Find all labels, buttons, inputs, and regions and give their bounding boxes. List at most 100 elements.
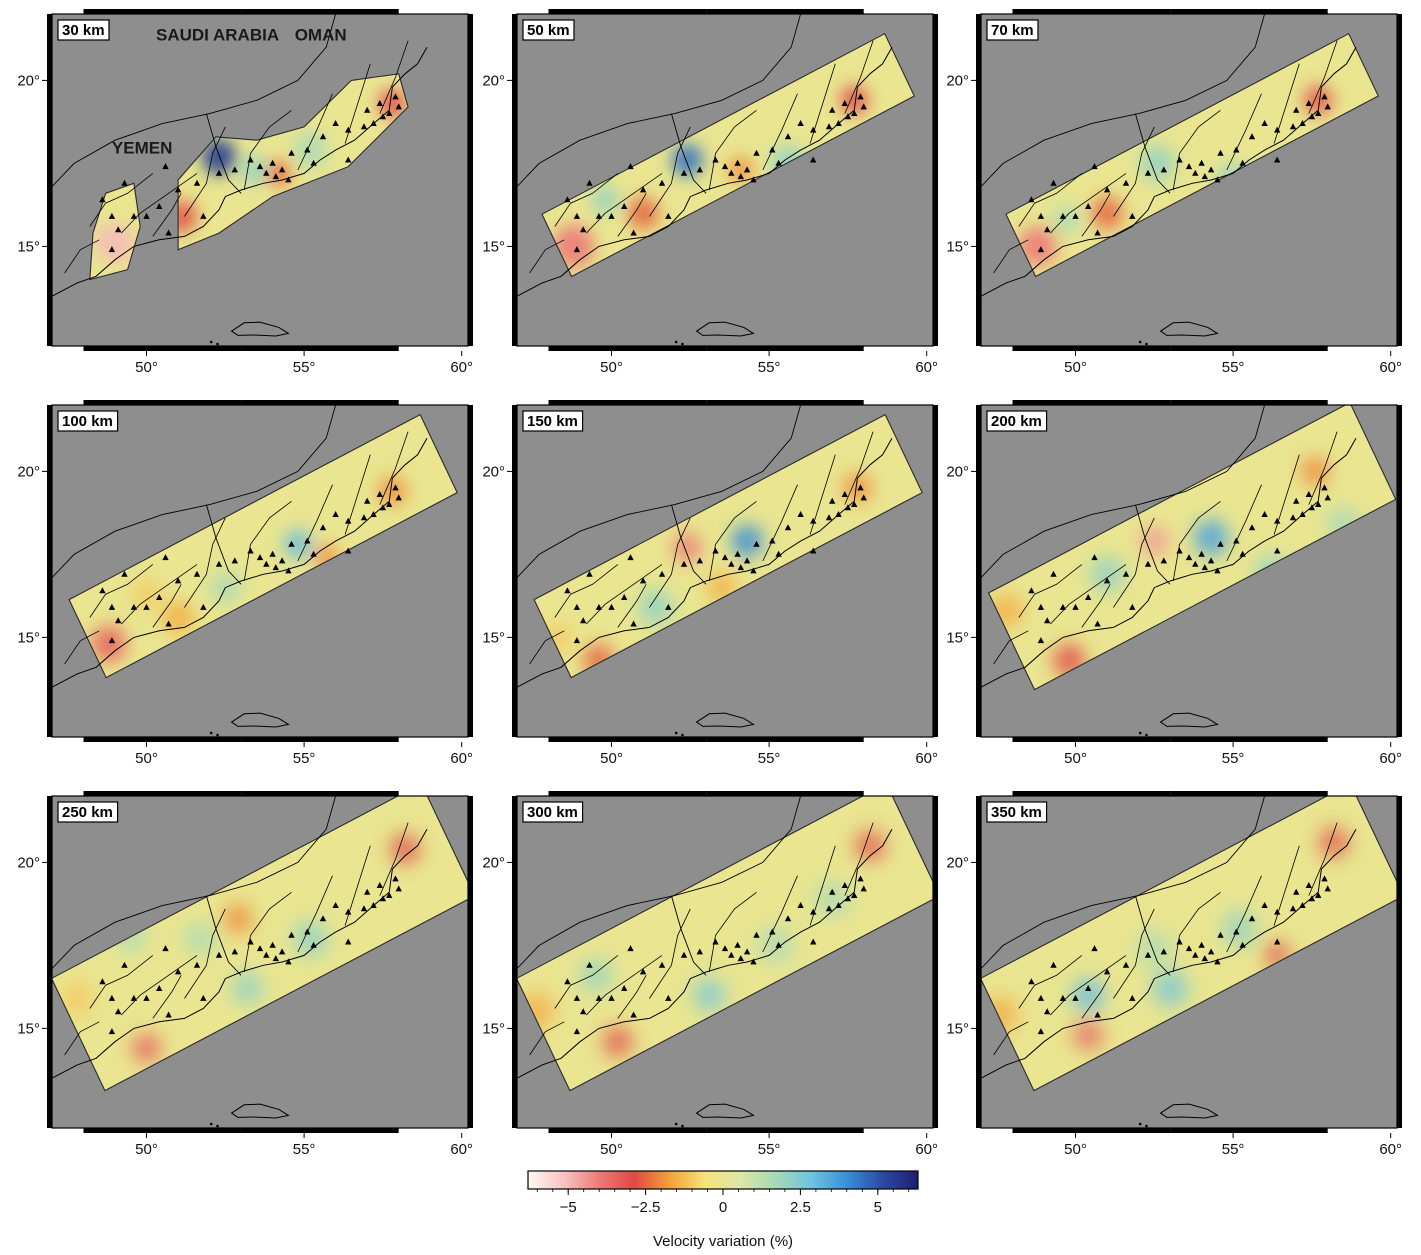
velocity-anomaly [856,831,884,861]
border-line [205,895,242,976]
station-triangle-icon [1239,941,1246,948]
depth-label-box [522,410,584,432]
frame-segment [1012,9,1171,14]
station-triangle-icon [108,212,116,219]
station-triangle-icon [1059,603,1067,610]
border-line [670,895,707,976]
frame-segment [548,346,707,351]
velocity-anomaly [731,524,763,558]
wadi-line [1172,891,1221,973]
station-triangle-icon [379,113,387,120]
station-triangle-icon [712,938,719,945]
wadi-line [297,484,333,562]
station-triangle-icon [345,908,352,915]
station-triangle-icon [174,968,182,975]
frame-segment [241,737,399,742]
station-triangle-icon [386,892,393,898]
coastline [52,828,428,1079]
station-triangle-icon [810,908,817,915]
depth-label: 30 km [62,22,105,39]
study-domain-outline [981,796,1397,1092]
station-triangle-icon [1308,113,1316,120]
station-triangle-icon [753,540,760,547]
velocity-anomaly [1137,930,1172,967]
station-triangle-icon [829,106,836,113]
study-domain-outline [517,796,933,1092]
station-triangle-icon [665,994,672,1001]
island [695,712,755,728]
station-triangle-icon [319,133,327,140]
border-line [670,113,707,194]
station-triangle-icon [99,978,106,985]
map-area [517,796,933,1128]
station-triangle-icon [1192,951,1199,958]
station-triangle-icon [784,133,792,140]
wadi-line [708,891,757,973]
station-triangle-icon [231,557,238,564]
frame-segment [706,791,864,796]
frame-segment [1170,1128,1328,1133]
station-triangle-icon [1233,928,1240,935]
station-triangle-icon [573,637,581,644]
station-triangle-icon [627,163,634,170]
station-triangle-icon [1198,550,1205,557]
wadi-line [379,431,409,505]
station-triangle-icon [775,159,782,166]
wadi-line [121,955,198,1016]
coastline [981,46,1357,297]
station-triangle-icon [860,494,867,501]
wadi-line [586,564,663,625]
station-triangle-icon [256,945,264,952]
wadi-line [1081,975,1111,1019]
station-triangle-icon [1217,540,1224,547]
wadi-line [617,975,647,1019]
station-triangle-icon [712,547,719,554]
wadi-line [89,564,154,618]
station-triangle-icon [1315,501,1322,507]
frame-segment [976,14,981,346]
station-triangle-icon [1050,961,1057,968]
depth-label-box [522,19,575,41]
velocity-anomaly [378,89,407,119]
wadi-line [617,193,647,237]
station-triangle-icon [743,166,751,173]
wadi-line [554,955,619,1009]
coastline [52,46,428,297]
station-triangle-icon [269,941,276,948]
station-triangle-icon [595,994,603,1001]
study-domain-outline [987,405,1397,691]
station-triangle-icon [595,603,603,610]
station-triangle-icon [121,570,128,577]
station-triangle-icon [860,103,867,110]
wadi-line [1018,564,1083,618]
station-triangle-icon [829,497,836,504]
station-triangle-icon [392,93,399,100]
colorbar-tick-label: −2.5 [631,1199,661,1216]
station-triangle-icon [1037,637,1045,644]
depth-label-box [986,801,1048,823]
station-triangle-icon [1248,524,1256,531]
wadi-line [844,40,874,114]
frame-segment [933,796,938,1128]
country-label: YEMEN [112,138,172,157]
velocity-anomaly [1091,196,1123,230]
station-triangle-icon [1293,106,1300,113]
station-triangle-icon [860,885,867,892]
wadi-line [762,484,798,562]
map-area [981,796,1397,1128]
station-triangle-icon [737,564,744,571]
wadi-line [1018,955,1083,1009]
station-triangle-icon [696,166,703,173]
islet [1145,342,1148,346]
wadi-line [1226,875,1262,953]
station-triangle-icon [319,915,327,922]
station-triangle-icon [1094,229,1101,236]
study-domain-outline [52,796,468,1092]
station-triangle-icon [165,620,172,627]
station-triangle-icon [108,637,116,644]
station-triangle-icon [608,603,615,610]
station-triangle-icon [680,169,688,176]
velocity-anomaly [1089,556,1125,593]
station-triangle-icon [115,617,122,624]
station-triangle-icon [1261,120,1268,126]
